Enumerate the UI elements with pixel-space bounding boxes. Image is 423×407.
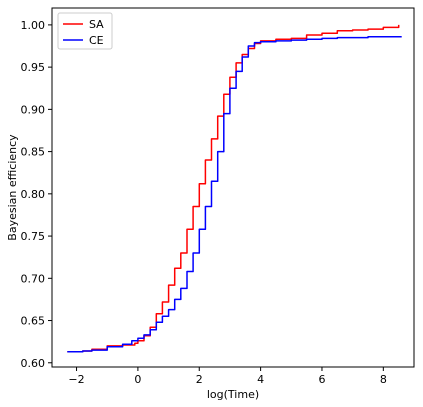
x-tick-label: 6: [318, 373, 325, 386]
legend-box: [57, 12, 113, 50]
x-tick-label: 0: [134, 373, 141, 386]
y-tick-label: 0.70: [21, 272, 46, 285]
legend-label-sa: SA: [89, 18, 104, 31]
y-tick-label: 0.95: [21, 61, 46, 74]
plot-frame: [51, 7, 415, 368]
x-tick-label: −2: [68, 373, 84, 386]
y-tick-label: 0.85: [21, 146, 46, 159]
x-tick-label: 8: [380, 373, 387, 386]
y-tick-label: 0.60: [21, 357, 46, 370]
y-tick-label: 0.75: [21, 230, 46, 243]
series-line-sa: [67, 24, 400, 353]
legend: SA CE: [57, 12, 113, 50]
y-tick-label: 0.90: [21, 103, 46, 116]
y-tick-label: 0.80: [21, 188, 46, 201]
x-axis-label: log(Time): [207, 388, 259, 401]
x-tick-label: 2: [196, 373, 203, 386]
y-tick-label: 1.00: [21, 19, 46, 32]
y-tick-label: 0.65: [21, 315, 46, 328]
legend-label-ce: CE: [89, 34, 104, 47]
y-axis-label: Bayesian efficiency: [6, 134, 19, 241]
series-line-ce: [67, 35, 402, 353]
tick-layer: −2 0 2 4 6 8 0.60 0.65 0.70 0.75 0.80 0.85 0.90 0.95 1…: [21, 19, 387, 386]
x-tick-label: 4: [257, 373, 264, 386]
series-layer: [67, 24, 402, 353]
